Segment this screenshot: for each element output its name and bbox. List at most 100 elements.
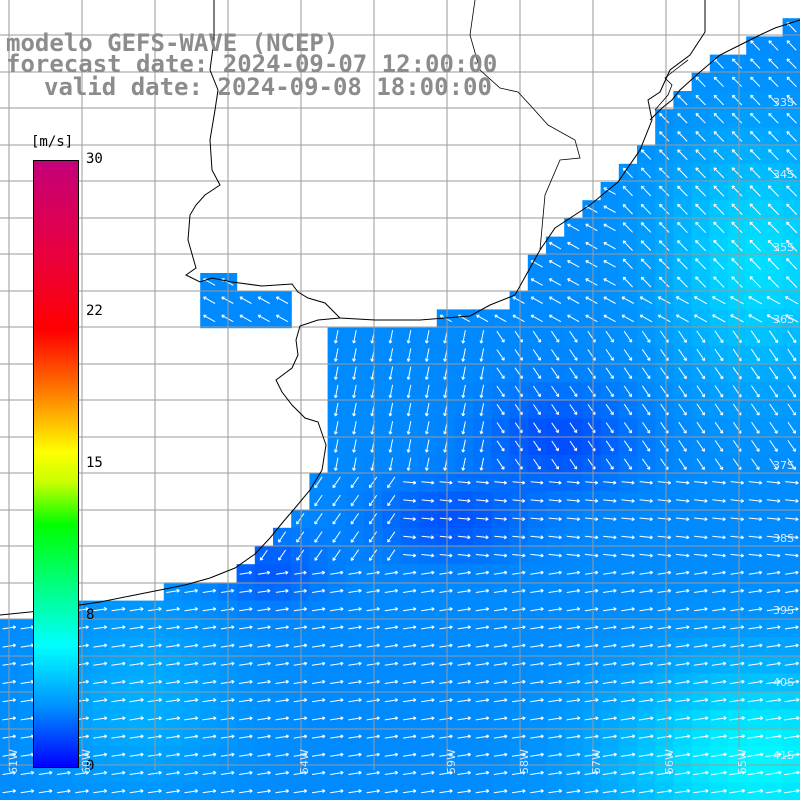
wind-arrow xyxy=(659,149,670,160)
wind-arrow xyxy=(111,661,126,666)
wind-arrow xyxy=(768,58,779,69)
wind-arrow xyxy=(584,625,599,630)
wind-arrow xyxy=(311,734,326,739)
wind-arrow xyxy=(93,698,108,703)
wind-arrow xyxy=(184,607,199,612)
wind-arrow xyxy=(784,296,799,305)
wind-arrow xyxy=(479,330,485,344)
wind-arrow xyxy=(475,789,490,794)
wind-arrow xyxy=(750,403,760,416)
wind-arrow xyxy=(748,588,763,593)
wind-arrow xyxy=(57,789,71,794)
wind-arrow xyxy=(475,679,490,684)
wind-arrow xyxy=(475,698,490,703)
wind-arrow xyxy=(714,440,724,452)
wind-arrow xyxy=(621,499,635,503)
wind-arrow xyxy=(275,625,289,630)
wind-arrow xyxy=(239,314,252,323)
wind-arrow xyxy=(314,513,323,525)
wind-arrow xyxy=(729,752,746,757)
wind-arrow xyxy=(457,588,471,593)
wind-arrow xyxy=(494,553,508,558)
wind-arrow xyxy=(479,421,485,435)
wind-arrow xyxy=(768,76,779,88)
wind-arrow xyxy=(767,221,780,234)
wind-arrow xyxy=(768,131,779,142)
wind-arrow xyxy=(512,588,526,593)
wind-arrow xyxy=(257,314,270,323)
wind-arrow xyxy=(458,517,471,522)
wind-arrow xyxy=(257,661,271,666)
wind-arrow xyxy=(659,203,670,215)
wind-arrow xyxy=(713,203,725,215)
wind-arrow xyxy=(496,385,505,398)
wind-arrow xyxy=(602,752,618,757)
wind-arrow xyxy=(747,770,764,776)
wind-arrow xyxy=(675,296,689,305)
wind-arrow xyxy=(333,457,339,471)
wind-arrow xyxy=(93,679,108,684)
wind-arrow xyxy=(783,734,800,739)
wind-arrow xyxy=(711,770,727,776)
wind-arrow xyxy=(769,348,778,362)
wind-arrow xyxy=(421,716,435,721)
wind-arrow xyxy=(623,349,633,361)
wind-arrow xyxy=(548,698,563,703)
wind-arrow xyxy=(421,588,435,593)
wind-arrow xyxy=(493,752,508,757)
wind-arrow xyxy=(748,296,763,305)
wind-arrow xyxy=(749,257,761,270)
wind-arrow xyxy=(639,535,653,540)
wind-arrow xyxy=(330,789,344,794)
wind-arrow xyxy=(713,221,725,234)
wind-arrow xyxy=(551,422,559,434)
wind-arrow xyxy=(567,223,580,232)
wind-arrow xyxy=(421,553,435,558)
wind-arrow xyxy=(659,131,670,142)
wind-arrow xyxy=(293,752,308,757)
wind-arrow xyxy=(748,625,763,630)
wind-arrow xyxy=(766,553,781,558)
wind-arrow xyxy=(293,698,308,703)
wind-arrow xyxy=(766,499,781,503)
wind-arrow xyxy=(348,625,362,630)
wind-arrow xyxy=(496,422,505,434)
wind-arrow xyxy=(677,221,688,233)
wind-arrow xyxy=(348,588,362,593)
wind-arrow xyxy=(165,734,181,739)
wind-arrow xyxy=(257,716,271,721)
wind-arrow xyxy=(457,734,472,739)
wind-arrow xyxy=(494,480,507,485)
wind-arrow xyxy=(623,403,632,416)
wind-arrow xyxy=(293,643,308,648)
wind-arrow xyxy=(620,752,636,757)
wind-arrow xyxy=(424,421,430,435)
wind-arrow xyxy=(567,241,580,250)
wind-arrow xyxy=(333,402,339,417)
wind-arrow xyxy=(332,494,341,507)
wind-arrow xyxy=(675,499,690,503)
wind-arrow xyxy=(639,296,653,305)
wind-arrow xyxy=(548,535,562,540)
wind-arrow xyxy=(566,734,581,739)
wind-arrow xyxy=(639,553,653,558)
wind-arrow xyxy=(366,734,380,739)
wind-arrow xyxy=(550,349,560,361)
wind-arrow xyxy=(461,384,466,399)
wind-arrow xyxy=(494,517,507,522)
wind-arrow xyxy=(296,513,305,525)
wind-arrow xyxy=(694,535,708,540)
wind-arrow xyxy=(693,314,708,323)
wind-arrow xyxy=(696,440,705,452)
wind-arrow xyxy=(475,734,490,739)
wind-arrow xyxy=(439,314,452,323)
wind-arrow xyxy=(659,185,670,197)
wind-arrow xyxy=(641,367,651,380)
wind-arrow xyxy=(330,588,344,593)
wind-arrow xyxy=(457,553,471,558)
wind-arrow xyxy=(293,625,308,630)
wind-arrow xyxy=(532,330,542,343)
wind-arrow xyxy=(786,58,797,69)
wind-arrow xyxy=(475,752,490,757)
wind-arrow xyxy=(566,679,581,684)
